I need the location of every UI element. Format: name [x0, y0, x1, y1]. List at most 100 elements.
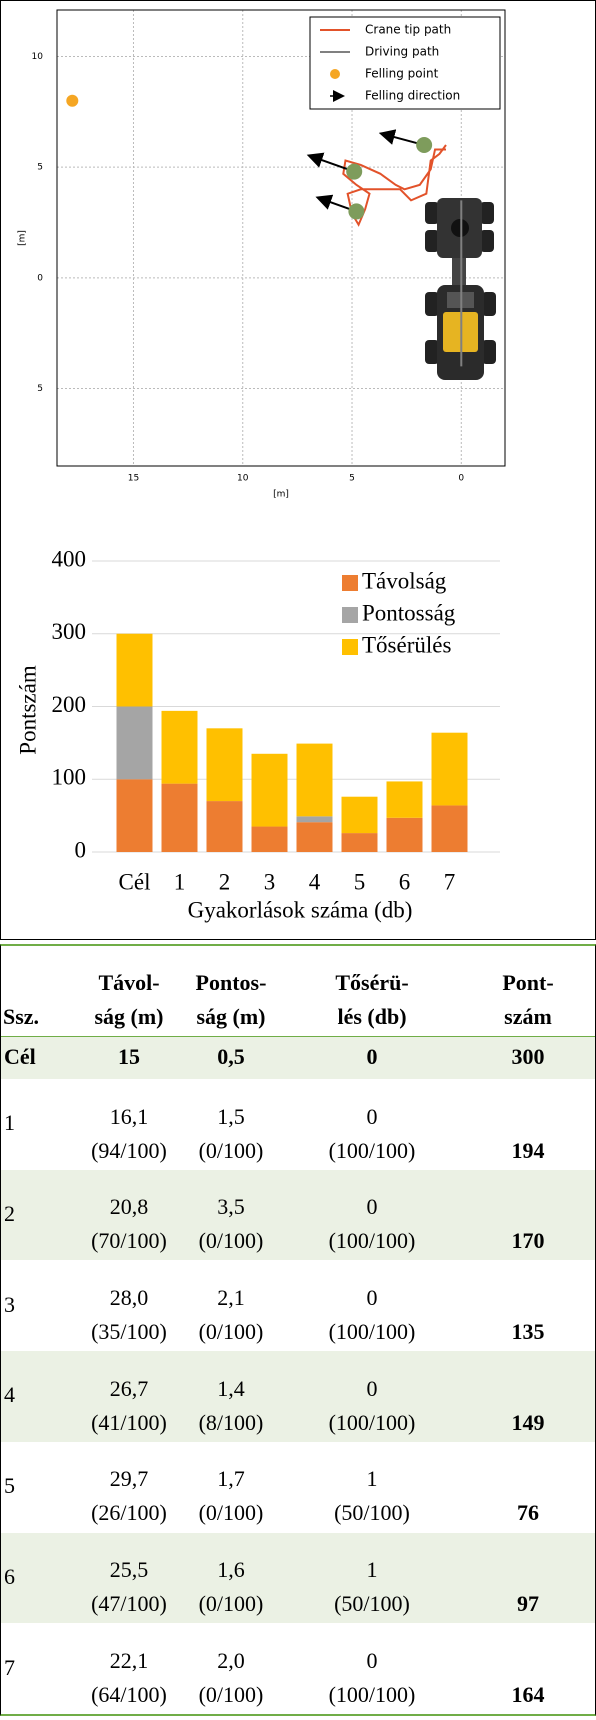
value-cell: 25,5 (47/100): [79, 1533, 179, 1624]
cell-text: 5: [4, 1473, 15, 1499]
legend-label: Tősérülés: [362, 632, 451, 657]
cell-text: Távol-: [98, 970, 160, 995]
cell-text: 16,1: [109, 1103, 149, 1129]
cell-text: 1,7: [217, 1466, 245, 1492]
x-tick-label: 4: [309, 869, 321, 894]
bar-segment: [206, 728, 243, 802]
legend-label: Felling point: [365, 67, 439, 81]
table-row: 6 25,5 (47/100) 1,6 (0/100) 1 (50/100) 97: [1, 1532, 595, 1624]
value-cell: 1,7 (0/100): [179, 1442, 283, 1533]
x-tick-label: 3: [264, 869, 276, 894]
cell-text: 22,1: [109, 1647, 149, 1673]
cell-text: 1,4: [217, 1375, 245, 1401]
value-cell: 16,1 (94/100): [79, 1079, 179, 1170]
legend-label: Felling direction: [365, 89, 460, 103]
cell-text: 1: [366, 1466, 378, 1492]
legend-swatch: [342, 639, 358, 655]
header-cell: Távol-ság (m): [79, 946, 179, 1036]
bar-segment: [116, 633, 153, 707]
value-cell: 0: [283, 1037, 461, 1079]
cell-text: 164: [511, 1681, 545, 1707]
legend-swatch: [342, 607, 358, 623]
bar-segment: [206, 801, 243, 852]
x-tick-label: 10: [237, 474, 249, 484]
value-cell: 0 (100/100): [283, 1623, 461, 1714]
value-cell: 1,5 (0/100): [179, 1079, 283, 1170]
results-table: Ssz. Távol-ság (m) Pontos-ság (m) Tősérü-lé…: [0, 944, 596, 1716]
bar-segment: [116, 779, 153, 852]
table-row: 3 28,0 (35/100) 2,1 (0/100) 0 (100/100) 135: [1, 1260, 595, 1351]
bar-segment: [296, 816, 333, 823]
value-cell: 2,1 (0/100): [179, 1260, 283, 1351]
header-cell: Tősérü-lés (db): [283, 946, 461, 1036]
x-tick-label: 5: [354, 869, 366, 894]
table-row: 2 20,8 (70/100) 3,5 (0/100) 0 (100/100) 170: [1, 1169, 595, 1261]
y-tick-label: 300: [52, 619, 87, 644]
y-tick-label: 5: [37, 163, 43, 173]
x-tick-label: 15: [128, 474, 139, 484]
row-id-cell: 4: [1, 1351, 82, 1442]
legend-label: Pontosság: [362, 600, 456, 625]
cell-text: 4: [4, 1382, 15, 1408]
cell-text: Cél: [4, 1044, 36, 1069]
x-axis-label: Gyakorlások száma (db): [188, 897, 413, 922]
cell-text: (0/100): [198, 1500, 264, 1526]
table-row: 1 16,1 (94/100) 1,5 (0/100) 0 (100/100) 194: [1, 1079, 595, 1170]
cell-text: 20,8: [109, 1194, 149, 1220]
cell-text: 1,6: [217, 1557, 245, 1583]
cell-text: (50/100): [334, 1500, 410, 1526]
table-header: Ssz. Távol-ság (m) Pontos-ság (m) Tősérü-lé…: [1, 946, 595, 1037]
cell-text: Pontos-: [195, 970, 267, 995]
row-id-cell: 6: [1, 1533, 82, 1624]
bar-segment: [251, 826, 288, 852]
point-marker: [66, 94, 79, 107]
cell-text: 29,7: [109, 1466, 149, 1492]
cell-text: (94/100): [91, 1137, 167, 1163]
score-cell: 170: [461, 1170, 595, 1261]
value-cell: 1,6 (0/100): [179, 1533, 283, 1624]
bar-segment: [116, 706, 153, 780]
cell-text: szám: [504, 1004, 552, 1029]
point-marker: [346, 163, 363, 180]
score-cell: 76: [461, 1442, 595, 1533]
score-bar-chart: 0 100 200 300 400 Cél 1 2 3 4 5 6 7 Gyakorlások száma…: [15, 546, 500, 922]
cell-text: 0: [366, 1375, 378, 1401]
table-row: Cél 15 0,5 0 300: [1, 1037, 595, 1079]
x-tick-label: 7: [444, 869, 456, 894]
cell-text: (8/100): [198, 1409, 264, 1435]
y-tick-label: 100: [52, 765, 87, 790]
value-cell: 3,5 (0/100): [179, 1170, 283, 1261]
cell-text: (50/100): [334, 1591, 410, 1617]
cell-text: 7: [4, 1654, 15, 1680]
cell-text: 135: [511, 1319, 545, 1345]
cell-text: 3: [4, 1291, 15, 1317]
series-line: [342, 144, 447, 227]
cell-text: (70/100): [91, 1228, 167, 1254]
bar-segment: [386, 781, 423, 818]
cell-text: 3,5: [217, 1194, 245, 1220]
cell-text: (41/100): [91, 1409, 167, 1435]
cell-text: (0/100): [198, 1137, 264, 1163]
cell-text: 26,7: [109, 1375, 149, 1401]
cell-text: 2,0: [217, 1647, 245, 1673]
cell-text: (100/100): [328, 1137, 416, 1163]
bar-segment: [341, 796, 378, 834]
cell-text: ság (m): [94, 1004, 164, 1029]
row-id-cell: 7: [1, 1623, 82, 1714]
x-tick-label: 0: [458, 474, 464, 484]
bar-segment: [431, 805, 468, 852]
value-cell: 26,7 (41/100): [79, 1351, 179, 1442]
y-tick-label: 0: [37, 273, 43, 283]
score-cell: 300: [461, 1037, 595, 1079]
y-tick-label: 400: [52, 546, 87, 571]
row-id-cell: 1: [1, 1079, 82, 1170]
cell-text: Ssz.: [3, 1004, 40, 1029]
cell-text: (100/100): [328, 1681, 416, 1707]
x-tick-label: 6: [399, 869, 411, 894]
y-axis-label: Pontszám: [15, 665, 40, 755]
legend-label: Crane tip path: [365, 23, 451, 37]
y-tick-label: 5: [37, 384, 43, 394]
value-cell: 20,8 (70/100): [79, 1170, 179, 1261]
y-tick-label: 200: [52, 692, 87, 717]
